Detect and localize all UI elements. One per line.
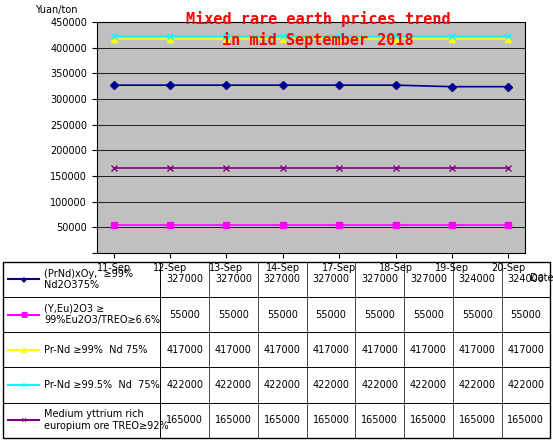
- Text: 55000: 55000: [364, 310, 395, 319]
- Text: 324000: 324000: [458, 275, 495, 284]
- Text: 422000: 422000: [410, 380, 447, 390]
- Text: 417000: 417000: [508, 345, 544, 355]
- Text: ▲: ▲: [20, 345, 27, 354]
- Text: 165000: 165000: [458, 415, 495, 425]
- Text: 55000: 55000: [510, 310, 541, 319]
- Text: 324000: 324000: [508, 275, 544, 284]
- Text: 417000: 417000: [410, 345, 447, 355]
- Text: 422000: 422000: [361, 380, 398, 390]
- Text: 422000: 422000: [458, 380, 495, 390]
- Text: 165000: 165000: [508, 415, 544, 425]
- Text: 417000: 417000: [458, 345, 495, 355]
- Text: Pr-Nd ≥99%  Nd 75%: Pr-Nd ≥99% Nd 75%: [44, 345, 148, 355]
- Text: Pr-Nd ≥99.5%  Nd  75%: Pr-Nd ≥99.5% Nd 75%: [44, 380, 160, 390]
- Text: 417000: 417000: [312, 345, 349, 355]
- Text: ◆: ◆: [20, 275, 27, 284]
- Text: ■: ■: [20, 310, 27, 319]
- Text: 55000: 55000: [316, 310, 346, 319]
- Text: 165000: 165000: [264, 415, 301, 425]
- Text: 327000: 327000: [215, 275, 252, 284]
- Text: Date: Date: [530, 273, 553, 282]
- Text: 417000: 417000: [264, 345, 301, 355]
- Text: 417000: 417000: [361, 345, 398, 355]
- Text: 327000: 327000: [166, 275, 204, 284]
- Text: 165000: 165000: [166, 415, 203, 425]
- Text: 165000: 165000: [361, 415, 398, 425]
- Text: ✕: ✕: [20, 416, 27, 425]
- Text: 422000: 422000: [312, 380, 349, 390]
- Text: 55000: 55000: [267, 310, 298, 319]
- Text: 327000: 327000: [264, 275, 301, 284]
- Text: (Y,Eu)2O3 ≥
99%Eu2O3/TREO≥6.6%: (Y,Eu)2O3 ≥ 99%Eu2O3/TREO≥6.6%: [44, 304, 160, 326]
- Text: 165000: 165000: [410, 415, 447, 425]
- Text: ✕: ✕: [20, 381, 27, 389]
- Text: 422000: 422000: [507, 380, 544, 390]
- Text: Mixed rare earth prices trend
in mid September 2018: Mixed rare earth prices trend in mid Sep…: [186, 11, 450, 48]
- Text: 55000: 55000: [462, 310, 493, 319]
- Text: 422000: 422000: [166, 380, 204, 390]
- Text: Medium yttrium rich
europium ore TREO≥92%: Medium yttrium rich europium ore TREO≥92…: [44, 409, 169, 431]
- Text: 55000: 55000: [413, 310, 444, 319]
- Text: 327000: 327000: [361, 275, 398, 284]
- Text: 417000: 417000: [215, 345, 252, 355]
- Text: 55000: 55000: [218, 310, 249, 319]
- Text: 165000: 165000: [215, 415, 252, 425]
- Text: Yuan/ton: Yuan/ton: [35, 5, 77, 15]
- Text: 165000: 165000: [312, 415, 349, 425]
- Text: 327000: 327000: [312, 275, 349, 284]
- Text: 417000: 417000: [166, 345, 203, 355]
- Text: 422000: 422000: [264, 380, 301, 390]
- Text: (PrNd)xOy,  ≥99%
Nd2O375%: (PrNd)xOy, ≥99% Nd2O375%: [44, 268, 133, 290]
- Text: 55000: 55000: [169, 310, 200, 319]
- Text: 327000: 327000: [410, 275, 447, 284]
- Text: 422000: 422000: [215, 380, 252, 390]
